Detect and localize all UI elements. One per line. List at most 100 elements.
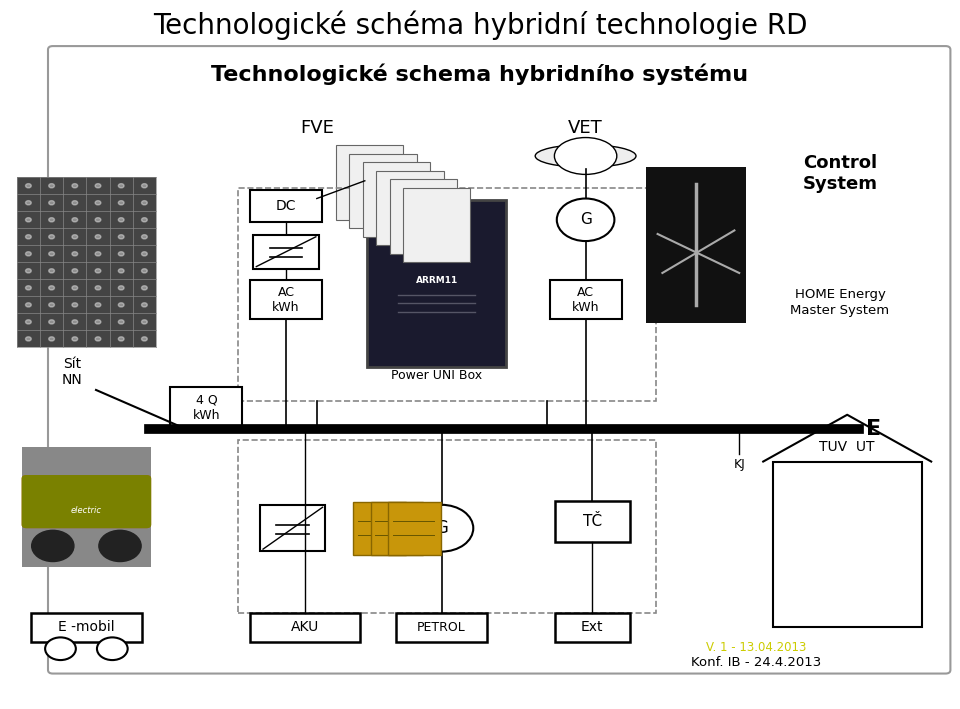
Text: DC: DC: [276, 199, 297, 213]
Text: electric: electric: [71, 506, 102, 515]
Circle shape: [141, 303, 147, 307]
Circle shape: [141, 201, 147, 205]
Circle shape: [72, 269, 78, 273]
FancyBboxPatch shape: [403, 188, 470, 262]
Circle shape: [72, 218, 78, 222]
FancyBboxPatch shape: [388, 502, 441, 555]
Circle shape: [72, 184, 78, 188]
Circle shape: [49, 252, 55, 256]
Ellipse shape: [536, 145, 636, 167]
FancyBboxPatch shape: [260, 505, 325, 552]
FancyBboxPatch shape: [21, 475, 151, 528]
Circle shape: [49, 337, 55, 341]
FancyBboxPatch shape: [17, 177, 156, 347]
FancyBboxPatch shape: [253, 235, 319, 269]
Circle shape: [49, 235, 55, 239]
FancyBboxPatch shape: [396, 613, 488, 642]
Circle shape: [49, 303, 55, 307]
Text: G: G: [580, 212, 591, 228]
Text: ARRM11: ARRM11: [416, 276, 458, 284]
FancyBboxPatch shape: [349, 154, 417, 228]
FancyBboxPatch shape: [390, 179, 457, 254]
Circle shape: [26, 269, 32, 273]
Circle shape: [49, 201, 55, 205]
FancyBboxPatch shape: [549, 280, 621, 319]
Circle shape: [118, 337, 124, 341]
FancyBboxPatch shape: [555, 501, 630, 542]
Circle shape: [95, 252, 101, 256]
Text: Technologické schema hybridního systému: Technologické schema hybridního systému: [211, 64, 749, 85]
Circle shape: [95, 303, 101, 307]
FancyBboxPatch shape: [31, 613, 142, 642]
Circle shape: [141, 286, 147, 290]
Circle shape: [95, 184, 101, 188]
Circle shape: [49, 218, 55, 222]
Circle shape: [118, 218, 124, 222]
Text: TČ: TČ: [583, 513, 602, 529]
Text: ALREt
Cr: ALREt Cr: [422, 245, 451, 265]
Circle shape: [26, 218, 32, 222]
Circle shape: [118, 184, 124, 188]
FancyBboxPatch shape: [21, 475, 151, 528]
FancyBboxPatch shape: [363, 162, 430, 237]
Circle shape: [72, 286, 78, 290]
Circle shape: [95, 269, 101, 273]
Text: V. 1 - 13.04.2013: V. 1 - 13.04.2013: [706, 641, 806, 654]
Circle shape: [49, 269, 55, 273]
Circle shape: [118, 269, 124, 273]
Circle shape: [141, 320, 147, 324]
Circle shape: [72, 201, 78, 205]
Text: Master System: Master System: [790, 304, 890, 317]
Text: Power UNI Box: Power UNI Box: [392, 369, 482, 382]
Text: Technologické schéma hybridní technologie RD: Technologické schéma hybridní technologi…: [153, 10, 807, 40]
Circle shape: [26, 286, 32, 290]
Circle shape: [26, 235, 32, 239]
Circle shape: [410, 505, 473, 552]
FancyBboxPatch shape: [645, 167, 747, 323]
Circle shape: [141, 337, 147, 341]
Circle shape: [141, 269, 147, 273]
Text: PETROL: PETROL: [418, 621, 466, 634]
Text: Konf. IB - 24.4.2013: Konf. IB - 24.4.2013: [691, 657, 822, 669]
Circle shape: [72, 303, 78, 307]
Circle shape: [99, 530, 141, 562]
Circle shape: [95, 320, 101, 324]
Ellipse shape: [555, 138, 617, 174]
Circle shape: [49, 320, 55, 324]
Circle shape: [95, 235, 101, 239]
FancyBboxPatch shape: [250, 280, 323, 319]
Text: KJ: KJ: [733, 458, 745, 471]
Text: E -mobil: E -mobil: [59, 620, 114, 635]
FancyBboxPatch shape: [21, 447, 151, 567]
Circle shape: [118, 320, 124, 324]
Circle shape: [26, 337, 32, 341]
Circle shape: [72, 320, 78, 324]
Text: VET: VET: [568, 118, 603, 137]
FancyBboxPatch shape: [376, 171, 444, 245]
Text: System: System: [803, 175, 877, 194]
Circle shape: [95, 201, 101, 205]
Circle shape: [118, 286, 124, 290]
Circle shape: [557, 199, 614, 241]
Text: E: E: [866, 419, 881, 439]
FancyBboxPatch shape: [170, 387, 242, 428]
Circle shape: [72, 235, 78, 239]
FancyBboxPatch shape: [336, 145, 403, 220]
Circle shape: [118, 303, 124, 307]
Text: AKU: AKU: [291, 620, 320, 635]
Text: TUV  UT: TUV UT: [819, 440, 875, 454]
Text: FVE: FVE: [300, 118, 334, 137]
Circle shape: [118, 201, 124, 205]
Circle shape: [118, 252, 124, 256]
FancyBboxPatch shape: [371, 502, 423, 555]
Text: Sít
NN: Sít NN: [61, 357, 83, 387]
FancyBboxPatch shape: [250, 190, 323, 221]
Circle shape: [141, 252, 147, 256]
Circle shape: [141, 184, 147, 188]
FancyBboxPatch shape: [555, 613, 630, 642]
Circle shape: [72, 337, 78, 341]
Circle shape: [26, 184, 32, 188]
Circle shape: [26, 201, 32, 205]
Circle shape: [141, 235, 147, 239]
Circle shape: [97, 637, 128, 660]
